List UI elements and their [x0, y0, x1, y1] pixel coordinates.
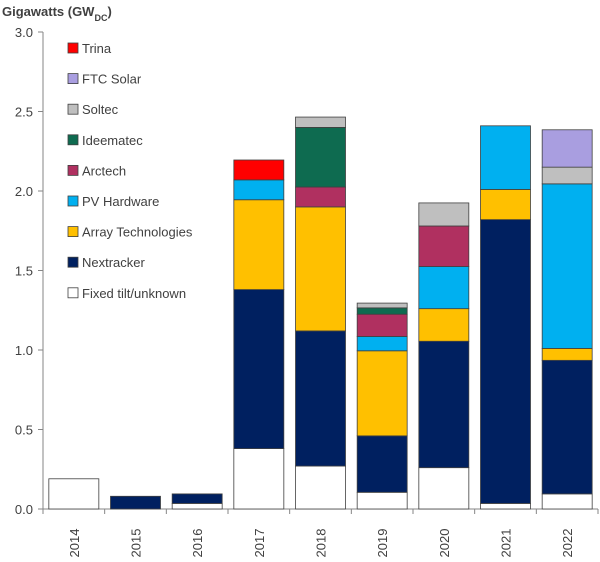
bar-segment-soltec [295, 116, 346, 128]
bar-segment-arctech [295, 186, 346, 208]
legend-swatch [67, 195, 79, 207]
bar-segment-nextracker [356, 435, 408, 493]
bar-stack-2019 [356, 302, 408, 510]
bar-segment-fixed-tilt-unknown [356, 491, 408, 510]
bar-segment-ideematec [295, 127, 346, 188]
bar-segment-trina [233, 159, 285, 181]
bar-segment-fixed-tilt-unknown [233, 448, 285, 510]
bar-segment-pv-hardware [356, 336, 408, 352]
bar-segment-fixed-tilt-unknown [295, 465, 346, 510]
legend-label: Arctech [82, 163, 126, 178]
bar-segment-arctech [356, 313, 408, 337]
y-tick-label: 1.5 [15, 264, 33, 279]
y-tick-label: 1.0 [15, 343, 33, 358]
bar-segment-array-technologies [480, 189, 531, 221]
bar-stack-2015 [110, 495, 161, 510]
bar-segment-ideematec [356, 307, 408, 315]
bar-segment-array-technologies [356, 350, 408, 437]
bar-segment-fixed-tilt-unknown [480, 503, 531, 510]
legend-item: Array Technologies [67, 225, 193, 240]
bar-segment-pv-hardware [418, 266, 470, 310]
bar-stack-2021 [480, 125, 531, 510]
legend-item: Nextracker [67, 255, 146, 270]
bar-stack-2016 [171, 493, 223, 510]
legend-item: Ideematec [67, 133, 143, 148]
x-tick-label: 2016 [190, 529, 205, 558]
x-tick-label: 2017 [252, 529, 267, 558]
bar-segment-nextracker [110, 495, 161, 510]
bar-stack-2018 [295, 116, 346, 510]
x-tick-label: 2018 [314, 529, 329, 558]
legend-swatch [67, 164, 79, 176]
bar-segment-pv-hardware [233, 179, 285, 201]
bar-segment-array-technologies [418, 308, 470, 342]
legend-label: PV Hardware [82, 194, 159, 209]
bar-segment-soltec [418, 202, 470, 227]
legend-swatch [67, 287, 79, 299]
x-tick-label: 2014 [67, 529, 82, 558]
legend-label: Array Technologies [82, 225, 193, 240]
bar-segment-nextracker [171, 493, 223, 504]
bar-segment-pv-hardware [480, 125, 531, 190]
bar-segment-array-technologies [541, 348, 593, 361]
y-tick-label: 0.0 [15, 502, 33, 517]
legend-label: Soltec [82, 102, 119, 117]
x-tick-label: 2020 [437, 529, 452, 558]
bar-stack-2014 [48, 478, 100, 510]
legend-swatch [67, 73, 79, 84]
bars [48, 116, 593, 510]
legend-swatch [67, 134, 79, 146]
y-tick-label: 2.5 [15, 105, 33, 120]
legend: Trina FTC Solar Soltec Ideematec Arctech PV H… [67, 41, 193, 301]
legend-label: Ideematec [82, 133, 143, 148]
bar-stack-2017 [233, 159, 285, 510]
bar-segment-fixed-tilt-unknown [418, 467, 470, 510]
legend-label: Trina [82, 41, 112, 56]
bar-segment-array-technologies [233, 199, 285, 290]
bar-segment-array-technologies [295, 206, 346, 332]
x-tick-label: 2022 [560, 529, 575, 558]
bar-stack-2020 [418, 202, 470, 510]
bar-segment-nextracker [480, 219, 531, 504]
legend-label: Fixed tilt/unknown [82, 286, 186, 301]
bar-segment-fixed-tilt-unknown [541, 493, 593, 510]
y-tick-label: 0.5 [15, 423, 33, 438]
bar-segment-arctech [418, 225, 470, 267]
bar-segment-nextracker [233, 289, 285, 449]
y-tick-label: 2.0 [15, 184, 33, 199]
bar-segment-fixed-tilt-unknown [48, 478, 100, 510]
legend-item: Trina [67, 41, 112, 56]
bar-segment-soltec [356, 302, 408, 309]
legend-swatch [67, 226, 79, 238]
legend-item: Soltec [67, 102, 119, 117]
legend-label: FTC Solar [82, 72, 142, 87]
bar-segment-soltec [541, 166, 593, 185]
legend-swatch [67, 256, 79, 268]
bar-segment-nextracker [541, 359, 593, 495]
bar-segment-pv-hardware [541, 183, 593, 349]
x-tick-label: 2019 [375, 529, 390, 558]
legend-item: Arctech [67, 163, 126, 178]
y-tick-label: 3.0 [15, 25, 33, 40]
bar-segment-nextracker [295, 330, 346, 467]
y-axis-title: Gigawatts (GWDC) [2, 4, 112, 23]
bar-segment-ftc-solar [541, 129, 593, 168]
legend-swatch [67, 42, 79, 54]
legend-swatch [67, 103, 79, 115]
legend-item: PV Hardware [67, 194, 159, 209]
bar-stack-2022 [541, 129, 593, 510]
axes: 0.0 0.5 1.0 1.5 2.0 2.5 3.0 2014 2015 2016 2017 201… [15, 25, 599, 558]
legend-item: Fixed tilt/unknown [67, 286, 186, 301]
legend-item: FTC Solar [67, 72, 142, 87]
bar-segment-fixed-tilt-unknown [171, 503, 223, 510]
x-tick-label: 2015 [129, 529, 144, 558]
bar-segment-nextracker [418, 340, 470, 469]
x-tick-label: 2021 [499, 529, 514, 558]
legend-label: Nextracker [82, 255, 146, 270]
